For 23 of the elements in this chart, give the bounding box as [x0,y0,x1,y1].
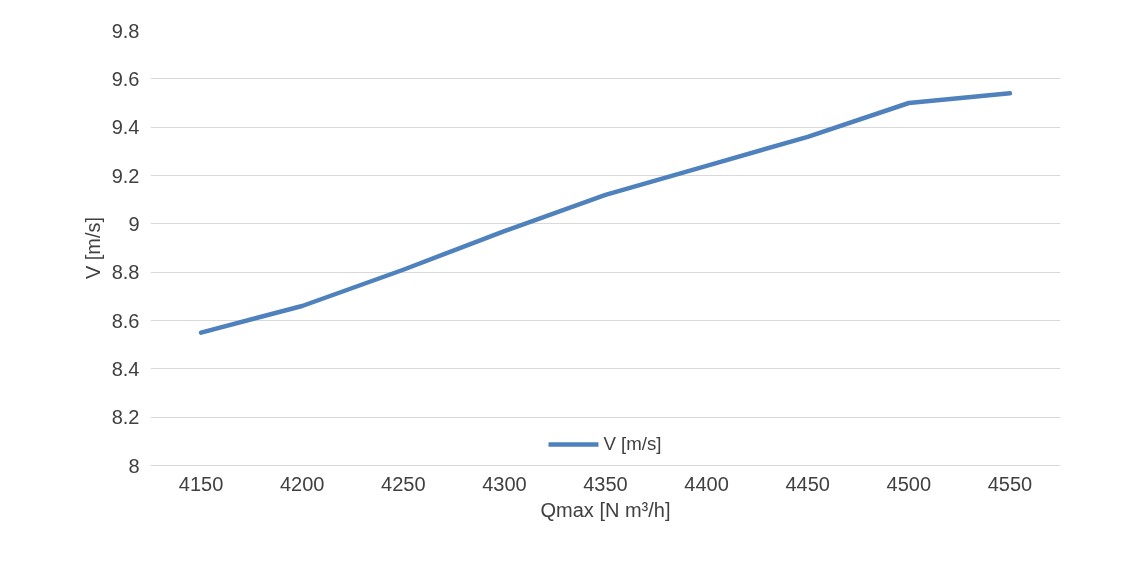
y-axis-title: V [m/s] [81,216,104,280]
y-tick-label: 8.2 [111,406,140,429]
x-tick-label: 4250 [381,472,426,495]
x-tick-label: 4200 [279,472,325,495]
x-tick-label: 4550 [987,472,1033,495]
y-tick-label: 8.8 [111,261,140,284]
x-tick-label: 4450 [785,472,830,495]
y-tick-label: 9.8 [111,19,140,42]
x-axis-title: Qmax [N m³/h] [540,498,671,521]
line-series [198,91,1013,335]
y-tick-label: 9.6 [111,67,140,90]
y-tick-label: 8 [128,454,140,477]
x-tick-label: 4500 [886,472,932,495]
y-tick-label: 9.4 [111,116,140,139]
x-tick-label: 4350 [583,472,628,495]
y-tick-label: 9.2 [111,164,140,187]
x-tick-label: 4400 [684,472,729,495]
x-tick-label: 4150 [178,472,224,495]
y-tick-label: 8.4 [111,357,140,380]
y-tick-label: 8.6 [111,309,140,332]
x-tick-label: 4300 [482,472,527,495]
y-tick-label: 9 [128,212,140,235]
legend-label: V [m/s] [603,433,662,455]
